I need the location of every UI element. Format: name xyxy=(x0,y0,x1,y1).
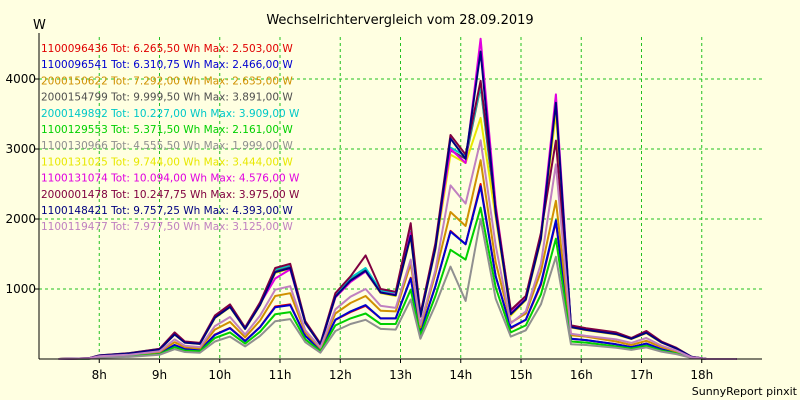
legend-entry-6: 1100129553 Tot: 5.371,50 Wh Max: 2.161,0… xyxy=(41,124,293,136)
legend-entry-4: 2000154799 Tot: 9.999,50 Wh Max: 3.891,0… xyxy=(41,92,293,104)
y-unit-label: W xyxy=(33,18,46,33)
legend-entry-3: 2000150622 Tot: 7.292,00 Wh Max: 2.635,0… xyxy=(41,75,293,87)
x-tick-label: 13h xyxy=(389,368,412,382)
x-tick-label: 14h xyxy=(449,368,472,382)
legend-entry-11: 1100148421 Tot: 9.757,25 Wh Max: 4.393,0… xyxy=(41,205,293,217)
legend-entry-12: 1100119477 Tot: 7.977,50 Wh Max: 3.125,0… xyxy=(41,221,293,233)
x-tick-label: 15h xyxy=(510,368,533,382)
series-line-7 xyxy=(58,218,737,360)
y-tick-label: 1000 xyxy=(5,282,36,296)
legend-entry-2: 1100096541 Tot: 6.310,75 Wh Max: 2.466,0… xyxy=(41,59,293,71)
legend-entry-9: 1100131074 Tot: 10.094,00 Wh Max: 4.576,… xyxy=(41,173,300,185)
x-tick-labels: 8h 9h 10h 11h 12h 13h 14h 15h 16h 17h 18h xyxy=(92,368,714,382)
y-tick-labels: 1000 2000 3000 4000 xyxy=(5,72,36,296)
footer-credit: SunnyReport pinxit xyxy=(692,385,798,398)
legend-entry-10: 2000001478 Tot: 10.247,75 Wh Max: 3.975,… xyxy=(41,189,300,201)
y-tick-label: 4000 xyxy=(5,72,36,86)
series-layer xyxy=(58,37,737,360)
chart-title: Wechselrichtervergleich vom 28.09.2019 xyxy=(266,13,533,28)
x-tick-label: 16h xyxy=(570,368,593,382)
series-line-6 xyxy=(58,206,737,360)
axes xyxy=(35,33,762,363)
y-tick-label: 3000 xyxy=(5,142,36,156)
series-line-12 xyxy=(58,139,737,360)
gridlines xyxy=(39,37,762,359)
legend-entry-8: 1100131025 Tot: 9.744,00 Wh Max: 3.444,0… xyxy=(41,156,293,168)
legend-entry-7: 1100130966 Tot: 4.555,50 Wh Max: 1.999,0… xyxy=(41,140,293,152)
series-line-11 xyxy=(58,50,737,360)
x-tick-label: 8h xyxy=(92,368,107,382)
legend-entry-5: 2000149892 Tot: 10.227,00 Wh Max: 3.909,… xyxy=(41,108,300,120)
x-tick-label: 11h xyxy=(269,368,292,382)
x-tick-label: 17h xyxy=(630,368,653,382)
legend: 1100096436 Tot: 6.265,50 Wh Max: 2.503,0… xyxy=(41,43,300,233)
x-tick-label: 12h xyxy=(329,368,352,382)
y-tick-label: 2000 xyxy=(5,212,36,226)
x-tick-label: 18h xyxy=(690,368,713,382)
legend-entry-1: 1100096436 Tot: 6.265,50 Wh Max: 2.503,0… xyxy=(41,43,293,55)
x-tick-label: 9h xyxy=(152,368,167,382)
x-tick-label: 10h xyxy=(208,368,231,382)
